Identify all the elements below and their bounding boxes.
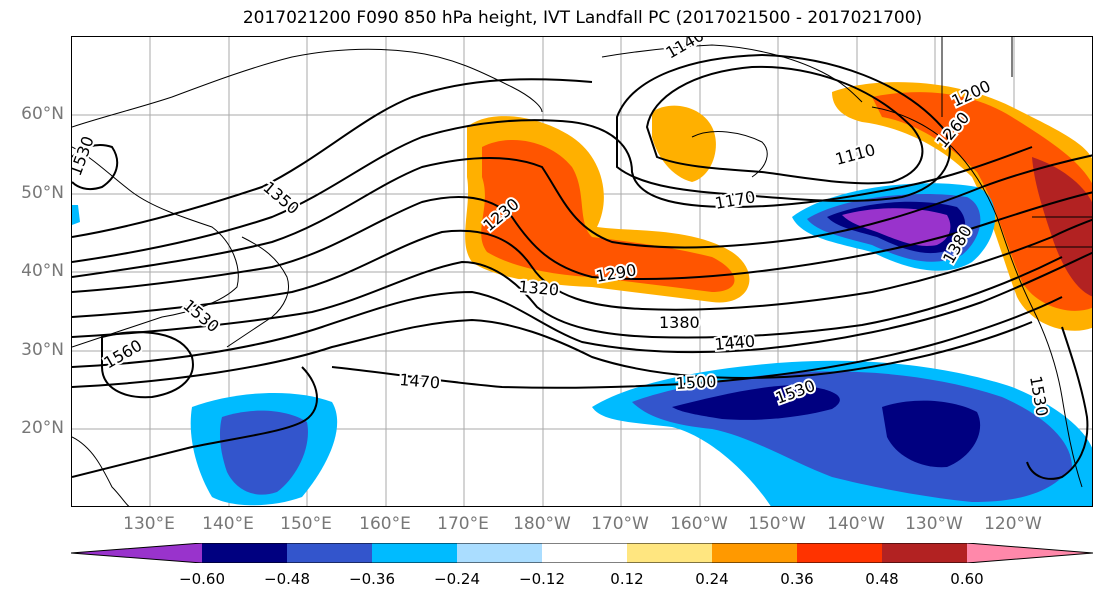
ivt-negative-regions bbox=[72, 183, 1092, 506]
map-panel: 1140 1200 1260 1110 1170 1230 1290 1320 … bbox=[71, 36, 1093, 507]
colorbar-swatch bbox=[372, 543, 457, 563]
colorbar-tick: 0.60 bbox=[950, 570, 984, 588]
colorbar-swatch bbox=[287, 543, 372, 563]
colorbar-tick: −0.60 bbox=[179, 570, 225, 588]
contour-label: 1530 bbox=[72, 134, 98, 179]
colorbar-swatch bbox=[967, 543, 1093, 563]
lat-label: 40°N bbox=[21, 261, 64, 281]
contour-label: 1500 bbox=[675, 372, 717, 393]
colorbar-tick: −0.24 bbox=[434, 570, 480, 588]
map-canvas: 1140 1200 1260 1110 1170 1230 1290 1320 … bbox=[72, 37, 1092, 506]
contour-label: 1470 bbox=[399, 370, 441, 392]
map-title: 2017021200 F090 850 hPa height, IVT Land… bbox=[242, 8, 923, 28]
colorbar-tick: 0.36 bbox=[780, 570, 814, 588]
colorbar-swatch bbox=[712, 543, 797, 563]
lon-label: 160°E bbox=[359, 514, 411, 534]
lon-label: 140°W bbox=[827, 514, 885, 534]
contour-label: 1380 bbox=[659, 313, 700, 332]
contour-label: 1140 bbox=[663, 37, 708, 62]
colorbar-tick: −0.12 bbox=[519, 570, 565, 588]
lon-label: 140°E bbox=[202, 514, 254, 534]
contour-label: 1440 bbox=[714, 332, 756, 354]
contour-label: 1560 bbox=[101, 336, 146, 373]
contour-label: 1530 bbox=[179, 296, 222, 337]
colorbar bbox=[71, 543, 1093, 563]
contour-label: 1170 bbox=[713, 187, 756, 213]
lat-label: 50°N bbox=[21, 183, 64, 203]
colorbar-swatch bbox=[202, 543, 287, 563]
lon-label: 160°W bbox=[670, 514, 728, 534]
colorbar-swatch bbox=[882, 543, 967, 563]
lon-label: 180°W bbox=[513, 514, 571, 534]
lon-label: 170°E bbox=[437, 514, 489, 534]
lon-label: 150°W bbox=[748, 514, 806, 534]
lon-label: 170°W bbox=[591, 514, 649, 534]
lat-label: 30°N bbox=[21, 340, 64, 360]
lon-label: 150°E bbox=[280, 514, 332, 534]
colorbar-tick: 0.12 bbox=[610, 570, 644, 588]
contour-label: 1320 bbox=[518, 277, 560, 299]
colorbar-tick: −0.48 bbox=[264, 570, 310, 588]
colorbar-tick: 0.48 bbox=[865, 570, 899, 588]
lon-label: 130°E bbox=[123, 514, 175, 534]
colorbar-swatch bbox=[627, 543, 712, 563]
colorbar-swatch bbox=[797, 543, 882, 563]
colorbar-swatch bbox=[457, 543, 542, 563]
height-contours bbox=[72, 53, 1092, 480]
colorbar-swatch bbox=[71, 543, 202, 563]
colorbar-swatch bbox=[542, 543, 627, 563]
ivt-positive-regions bbox=[465, 82, 1092, 331]
colorbar-tick: 0.24 bbox=[695, 570, 729, 588]
coastlines bbox=[72, 37, 1092, 506]
lat-label: 20°N bbox=[21, 418, 64, 438]
contour-label: 1110 bbox=[833, 140, 877, 169]
colorbar-tick: −0.36 bbox=[349, 570, 395, 588]
lon-label: 130°W bbox=[905, 514, 963, 534]
lon-label: 120°W bbox=[984, 514, 1042, 534]
lat-label: 60°N bbox=[21, 104, 64, 124]
